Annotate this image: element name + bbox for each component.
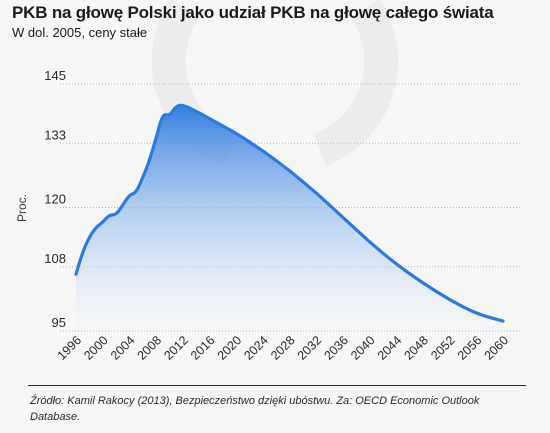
x-tick-label: 2004 bbox=[108, 333, 138, 363]
x-tick-label: 2040 bbox=[348, 333, 378, 363]
y-tick-label: 95 bbox=[52, 315, 66, 330]
x-tick-label: 1996 bbox=[55, 333, 85, 363]
y-tick-label: 120 bbox=[44, 192, 66, 207]
watermark-arc-right bbox=[313, 0, 399, 166]
footer-divider bbox=[28, 385, 526, 386]
x-axis-ticks: 1996200020042008201220162020202420282032… bbox=[55, 333, 512, 363]
y-tick-label: 108 bbox=[44, 251, 66, 266]
x-tick-label: 2024 bbox=[241, 333, 271, 363]
x-tick-label: 2032 bbox=[295, 333, 325, 363]
y-tick-label: 133 bbox=[44, 127, 66, 142]
x-tick-label: 2060 bbox=[482, 333, 512, 363]
x-tick-label: 2036 bbox=[321, 333, 351, 363]
series-line bbox=[74, 103, 505, 323]
x-tick-label: 2000 bbox=[81, 333, 111, 363]
y-axis-ticks: 145 133 120 108 95 bbox=[44, 68, 66, 330]
y-axis-label: Proc. bbox=[15, 194, 29, 222]
x-tick-label: 2020 bbox=[215, 333, 245, 363]
x-tick-label: 2048 bbox=[401, 333, 431, 363]
source-note: Źródło: Kamil Rakocy (2013), Bezpieczeńs… bbox=[30, 395, 480, 423]
x-tick-label: 2044 bbox=[375, 333, 405, 363]
series-area bbox=[76, 105, 504, 331]
x-tick-label: 2008 bbox=[135, 333, 165, 363]
x-tick-label: 2052 bbox=[428, 333, 458, 363]
x-tick-label: 2012 bbox=[161, 333, 191, 363]
chart-subtitle: W dol. 2005, ceny stałe bbox=[12, 25, 148, 40]
x-tick-label: 2016 bbox=[188, 333, 218, 363]
x-tick-label: 2028 bbox=[268, 333, 298, 363]
chart-title: PKB na głowę Polski jako udział PKB na g… bbox=[12, 3, 494, 22]
x-tick-label: 2056 bbox=[455, 333, 485, 363]
y-tick-label: 145 bbox=[44, 68, 66, 83]
